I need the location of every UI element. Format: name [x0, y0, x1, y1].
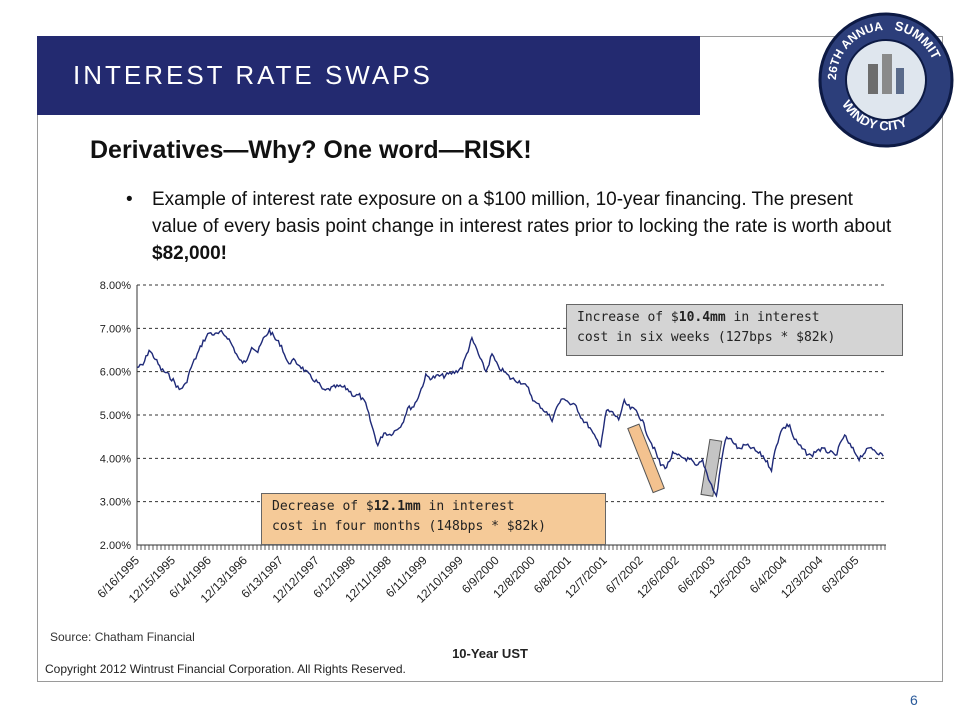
- title-banner: [37, 36, 700, 115]
- y-tick-label: 4.00%: [100, 453, 131, 465]
- page-number: 6: [910, 692, 918, 708]
- decrease-amount: 12.1mm: [373, 499, 421, 514]
- windy-city-summit-logo-icon: 26TH ANNUAL SUMMIT WINDY CITY: [812, 6, 954, 148]
- decrease-marker: [627, 423, 665, 494]
- slide-heading: Derivatives—Why? One word—RISK!: [90, 136, 532, 164]
- increase-callout: Increase of $10.4mm in interest cost in …: [566, 304, 903, 356]
- y-tick-label: 2.00%: [100, 540, 131, 552]
- increase-amount: 10.4mm: [678, 310, 726, 325]
- y-tick-label: 3.00%: [100, 497, 131, 509]
- increase-line2: cost in six weeks (127bps * $82k): [577, 330, 836, 345]
- x-axis-title: 10-Year UST: [452, 646, 528, 661]
- copyright-note: Copyright 2012 Wintrust Financial Corpor…: [45, 662, 406, 676]
- y-tick-label: 6.00%: [100, 367, 131, 379]
- ust-yield-line: [137, 327, 884, 498]
- decrease-callout: Decrease of $12.1mm in interest cost in …: [261, 493, 606, 545]
- y-tick-label: 5.00%: [100, 410, 131, 422]
- increase-line1-post: in interest: [725, 310, 820, 325]
- bullet-point: • Example of interest rate exposure on a…: [126, 186, 892, 267]
- increase-marker: [700, 438, 723, 497]
- bullet-marker: •: [126, 189, 133, 210]
- decrease-line2: cost in four months (148bps * $82k): [272, 519, 546, 534]
- source-note: Source: Chatham Financial: [50, 630, 195, 644]
- decrease-line1-pre: Decrease of $: [272, 499, 374, 514]
- x-tick-label: 6/3/2005: [819, 553, 862, 596]
- y-tick-label: 8.00%: [100, 280, 131, 292]
- bullet-emphasis: $82,000!: [152, 243, 228, 264]
- section-title: INTEREST RATE SWAPS: [73, 60, 433, 90]
- increase-line1-pre: Increase of $: [577, 310, 679, 325]
- y-tick-label: 7.00%: [100, 323, 131, 335]
- bullet-text: Example of interest rate exposure on a $…: [152, 189, 892, 237]
- decrease-line1-post: in interest: [420, 499, 515, 514]
